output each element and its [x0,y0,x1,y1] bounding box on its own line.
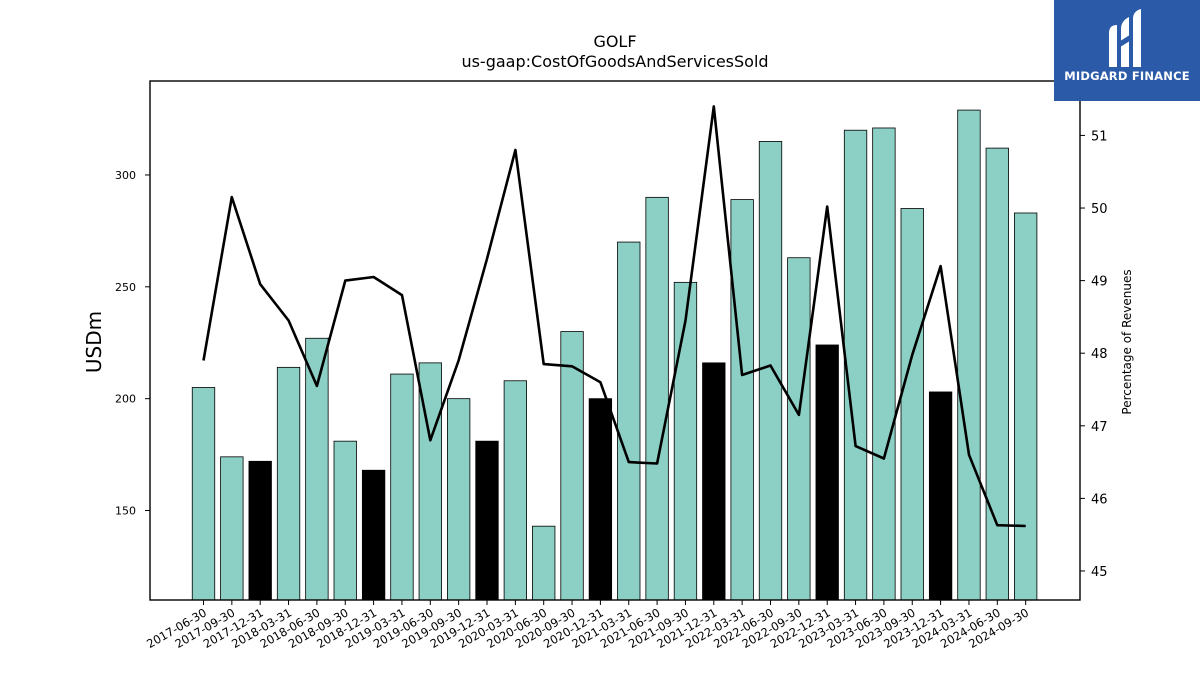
y-tick-label: 200 [115,393,136,406]
y2-tick-label: 50 [1091,202,1108,217]
ratio-line [202,105,1026,528]
bar [843,129,868,601]
y2-tick-label: 45 [1091,565,1108,580]
bar [617,241,641,601]
bar [928,391,953,601]
bar [815,344,839,601]
chart-title: GOLF [593,32,637,51]
bar [673,281,698,601]
bar [702,362,726,601]
bar [191,387,216,601]
logo-mark-icon [1109,9,1141,67]
y2-tick-label: 47 [1091,420,1108,435]
bar [475,440,499,601]
bar [220,456,244,601]
bar [503,380,528,601]
y2-tick-label: 48 [1091,347,1108,362]
plot-frame [149,80,1081,601]
bar [333,440,357,601]
bar [361,469,386,601]
bar [248,460,272,601]
bar [900,208,924,601]
logo-text: MIDGARD FINANCE [1064,69,1190,83]
logo: MIDGARD FINANCE [1054,0,1200,101]
y2-tick-label: 51 [1091,129,1108,144]
bar [645,196,669,601]
y2-tick-label: 49 [1091,275,1108,290]
y-tick-label: 300 [115,169,136,182]
bar [957,109,981,601]
bar [872,127,896,601]
bar [758,141,783,601]
chart-subtitle: us-gaap:CostOfGoodsAndServicesSold [461,52,769,71]
bar [532,525,556,601]
bar [730,199,754,601]
bar [446,398,471,601]
bar [787,257,811,601]
bar [276,366,301,601]
bar [390,373,414,601]
y2-tick-label: 46 [1091,492,1108,507]
y-tick-label: 150 [115,505,136,518]
bar [1014,212,1038,601]
bar [985,147,1009,601]
bar [588,398,613,601]
y-tick-label: 250 [115,281,136,294]
bar [305,337,329,601]
